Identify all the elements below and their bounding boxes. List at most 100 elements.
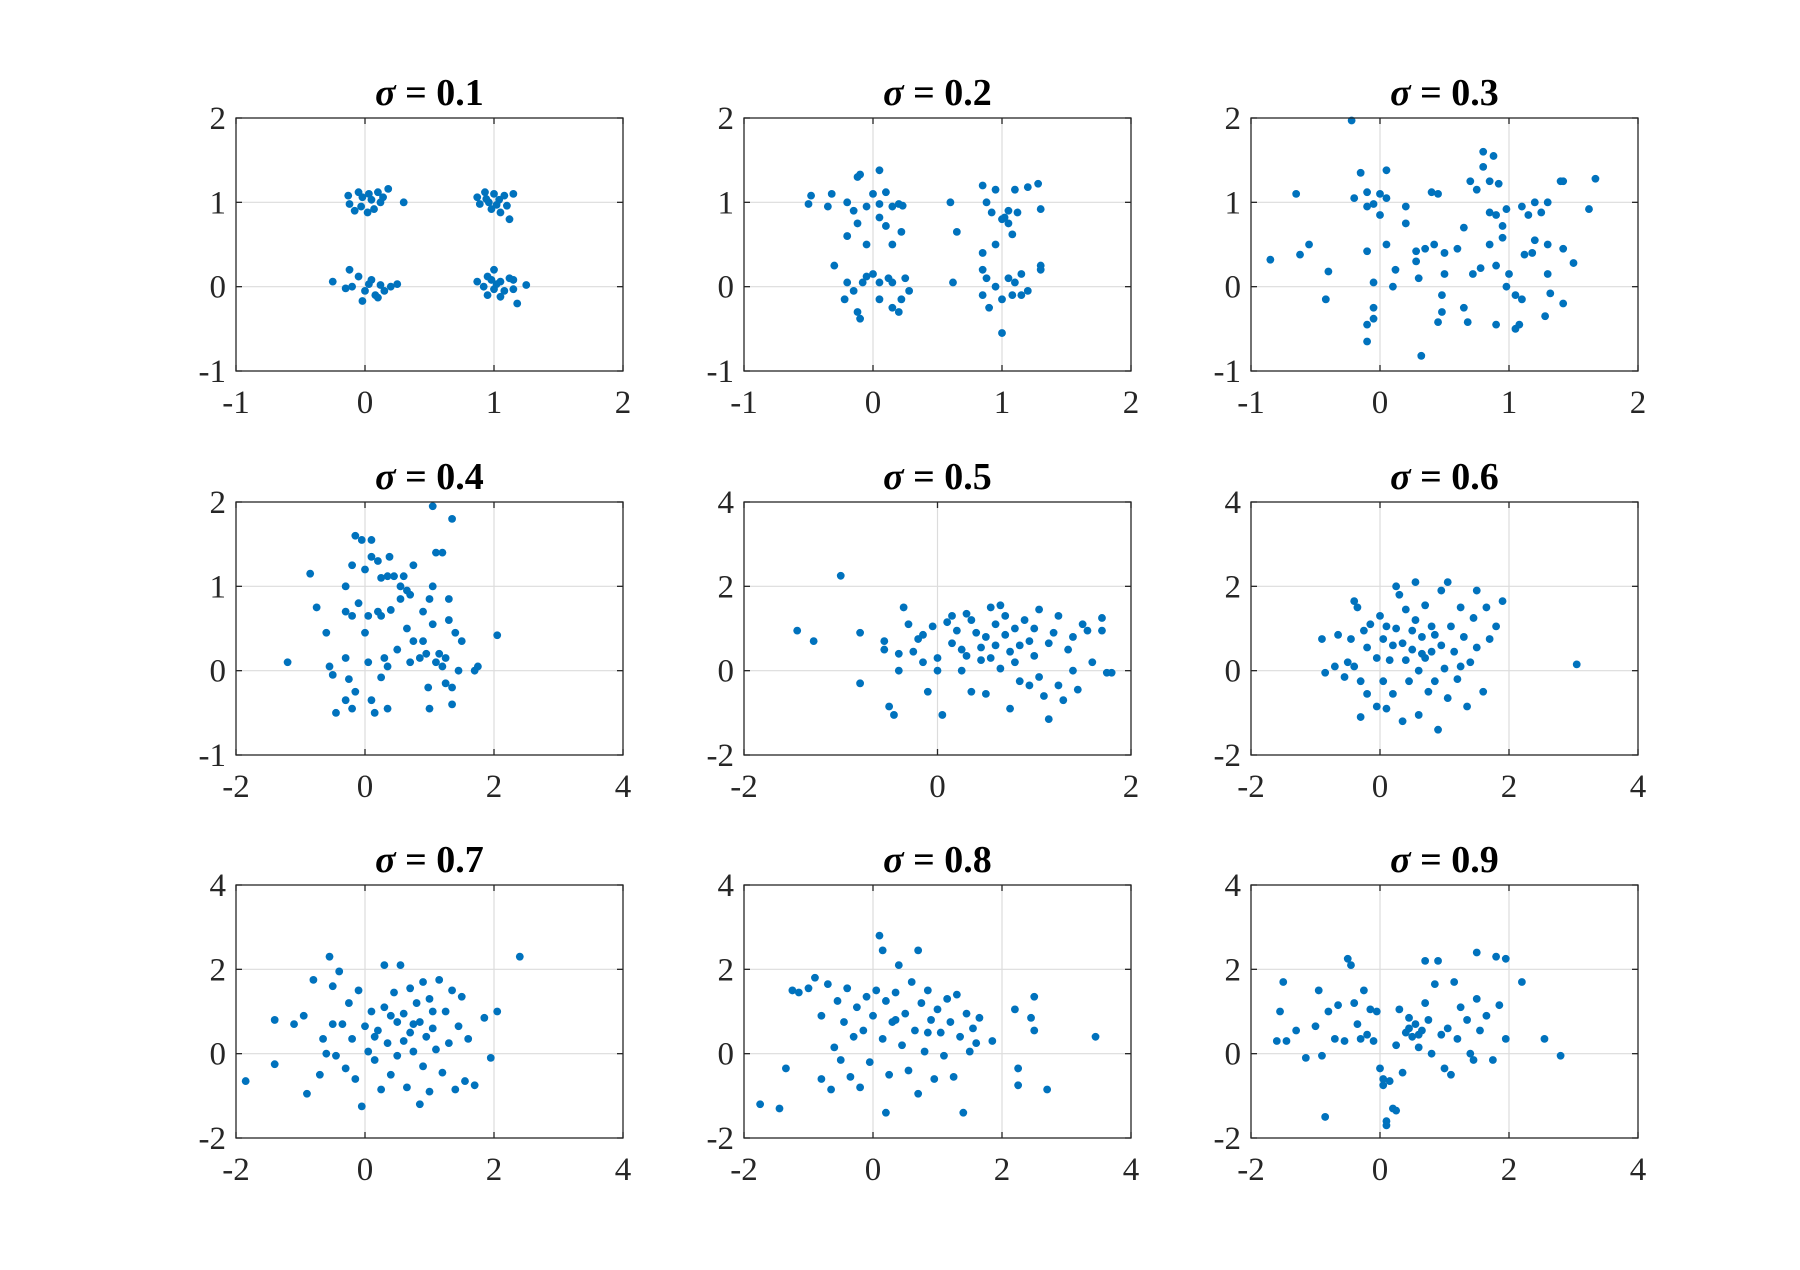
subplot-1: -1 0 1 2 -1 0 1 2 σ = 0.1 xyxy=(199,72,632,421)
subplot-8-point-1 xyxy=(775,1104,784,1113)
subplot-7-point-56 xyxy=(451,1085,460,1094)
subplot-2-point-9 xyxy=(882,188,890,197)
subplot-7-point-48 xyxy=(425,1087,434,1096)
subplot-4-ytick-label-1: 0 xyxy=(210,654,227,690)
subplot-8-point-21 xyxy=(862,992,871,1001)
subplot-4-point-51 xyxy=(422,649,431,658)
subplot-9-point-17 xyxy=(1353,1020,1362,1029)
subplot-9-title-value: = 0.9 xyxy=(1411,839,1499,881)
subplot-5-point-57 xyxy=(1054,681,1063,690)
subplot-2-point-24 xyxy=(843,278,852,287)
subplot-8-point-67 xyxy=(1043,1085,1052,1094)
subplot-7-point-18 xyxy=(351,1075,360,1083)
subplot-9-point-45 xyxy=(1430,980,1439,988)
subplot-4-point-6 xyxy=(332,708,340,717)
subplot-3-point-2 xyxy=(1266,255,1275,264)
subplot-1-point-58 xyxy=(492,280,501,289)
subplot-6-point-41 xyxy=(1424,687,1433,696)
subplot-9-title-symbol: σ xyxy=(1390,839,1412,881)
subplot-9-xtick-label-2: 2 xyxy=(1501,1152,1518,1188)
subplot-3-point-30 xyxy=(1421,244,1430,253)
subplot-8-point-33 xyxy=(894,961,903,970)
subplot-4-point-0 xyxy=(283,658,292,667)
subplot-8-point-38 xyxy=(911,1026,919,1035)
subplot-7-point-52 xyxy=(438,1068,447,1077)
subplot-3-point-39 xyxy=(1417,351,1426,360)
subplot-3-point-50 xyxy=(1494,179,1503,188)
subplot-1-point-37 xyxy=(358,297,367,305)
subplot-1-point-10 xyxy=(370,205,378,213)
subplot-9-point-34 xyxy=(1398,1068,1407,1077)
subplot-2-title-symbol: σ xyxy=(883,72,905,114)
subplot-5-point-17 xyxy=(928,622,937,631)
subplot-2-point-63 xyxy=(1004,274,1013,283)
subplot-1-point-44 xyxy=(473,277,482,286)
subplot-5: -2 0 2 -2 0 2 4 σ = 0.5 xyxy=(707,456,1140,805)
subplot-6-point-32 xyxy=(1408,626,1417,635)
subplot-4-points xyxy=(283,502,502,717)
subplot-7-xtick-label-1: 0 xyxy=(357,1152,374,1188)
subplot-2-ytick-label-2: 1 xyxy=(718,185,735,221)
subplot-6-point-2 xyxy=(1330,662,1339,671)
subplot-8-point-15 xyxy=(843,984,852,993)
subplot-1-point-54 xyxy=(483,291,492,299)
subplot-4-point-71 xyxy=(425,595,434,603)
subplot-5-point-8 xyxy=(890,711,898,719)
subplot-2-point-19 xyxy=(882,222,890,230)
subplot-3-point-84 xyxy=(1585,205,1593,213)
subplot-7-point-30 xyxy=(386,1070,395,1079)
subplot-1-point-46 xyxy=(490,265,498,274)
subplot-5-point-74 xyxy=(1059,696,1068,705)
subplot-1-point-43 xyxy=(380,286,389,295)
subplot-5-point-61 xyxy=(1069,666,1077,675)
subplot-9-point-9 xyxy=(1321,1113,1330,1121)
subplot-2-point-28 xyxy=(856,314,864,323)
subplot-4-point-41 xyxy=(383,662,392,671)
subplot-6-point-16 xyxy=(1372,702,1381,711)
subplot-4-xtick-label-1: 0 xyxy=(357,769,374,805)
subplot-4-point-54 xyxy=(428,620,437,629)
subplot-1-xtick-label-0: -1 xyxy=(222,385,250,421)
subplot-7-point-68 xyxy=(370,1032,379,1041)
subplot-6-point-51 xyxy=(1443,694,1452,702)
subplot-1-point-29 xyxy=(328,277,337,286)
subplot-1-point-55 xyxy=(496,292,505,301)
subplot-3-point-62 xyxy=(1511,291,1520,299)
subplot-6-point-62 xyxy=(1479,687,1488,696)
subplot-7-point-13 xyxy=(335,967,344,976)
subplot-7-point-0 xyxy=(241,1077,250,1085)
subplot-5-point-36 xyxy=(986,654,995,662)
subplot-5-point-56 xyxy=(1049,628,1058,637)
subplot-6-point-59 xyxy=(1469,614,1478,622)
subplot-7-point-4 xyxy=(299,1011,308,1020)
subplot-3-point-43 xyxy=(1463,318,1472,326)
subplot-5-point-10 xyxy=(894,666,903,675)
subplot-1-point-3 xyxy=(374,188,382,197)
subplot-7-point-46 xyxy=(422,1032,431,1041)
subplot-8-point-56 xyxy=(965,1047,974,1056)
subplot-5-title-value: = 0.5 xyxy=(904,456,992,498)
subplot-1-title: σ = 0.1 xyxy=(375,72,484,114)
subplot-2-point-15 xyxy=(849,206,858,215)
subplot-1-point-12 xyxy=(399,198,408,207)
subplot-9: -2 0 2 4 -2 0 2 4 σ = 0.9 xyxy=(1214,839,1647,1188)
subplot-5-point-41 xyxy=(1006,647,1014,656)
subplot-3-point-83 xyxy=(1569,259,1578,267)
subplot-8: -2 0 2 4 -2 0 2 4 σ = 0.8 xyxy=(707,839,1140,1188)
subplot-6-ytick-label-1: 0 xyxy=(1225,654,1242,690)
subplot-3-point-82 xyxy=(1559,299,1568,308)
subplot-5-ytick-label-1: 0 xyxy=(718,654,735,690)
subplot-4-title-value: = 0.4 xyxy=(396,456,484,498)
subplot-5-point-1 xyxy=(809,637,818,646)
subplot-8-point-25 xyxy=(875,931,884,940)
subplot-1-point-35 xyxy=(361,286,369,295)
subplot-8-point-18 xyxy=(852,1003,861,1012)
subplot-5-title-symbol: σ xyxy=(883,456,905,498)
subplot-6-point-52 xyxy=(1447,622,1455,631)
subplot-4-point-14 xyxy=(341,654,350,662)
subplot-7-point-2 xyxy=(270,1060,279,1069)
subplot-8-point-47 xyxy=(936,1028,945,1037)
subplot-3-point-71 xyxy=(1518,202,1526,211)
subplot-3-point-47 xyxy=(1479,147,1488,156)
subplot-1-axes-box xyxy=(235,117,624,372)
